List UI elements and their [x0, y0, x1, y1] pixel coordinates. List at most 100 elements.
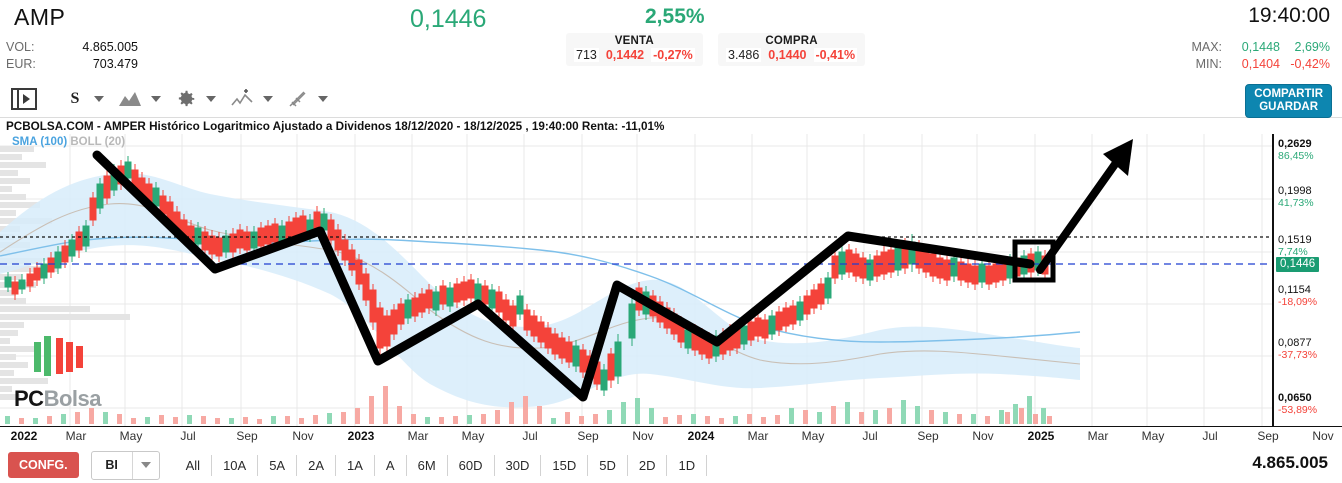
y-tick-4-price: 0,0877	[1278, 337, 1312, 349]
timeframe-list: All 10A 5A 2A 1A A 6M 60D 30D 15D 5D 2D 1D	[174, 454, 708, 476]
watermark-pc: PC	[14, 386, 44, 411]
chart-toolbar: S COMPARTIR GUARDAR	[0, 80, 1342, 118]
add-indicator-button[interactable]	[227, 86, 257, 112]
date-tick-16: Sep	[917, 429, 939, 443]
date-tick-13: Mar	[747, 429, 769, 443]
watermark-bolsa: Bolsa	[43, 386, 102, 411]
date-tick-4: Sep	[236, 429, 258, 443]
chart-svg	[0, 134, 1272, 426]
price-axis[interactable]: 0,2629 86,45% 0,1998 41,73% 0,1519 7,74%…	[1272, 134, 1342, 426]
date-tick-8: May	[461, 429, 485, 443]
date-tick-19: Mar	[1087, 429, 1109, 443]
settings-button[interactable]	[172, 86, 200, 112]
timeframe-1d[interactable]: 1D	[667, 454, 708, 476]
bottom-bar: CONFG. BI All 10A 5A 2A 1A A 6M 60D 30D 15D 5D 2D 1D…	[0, 447, 1342, 483]
timeframe-15d[interactable]: 15D	[541, 454, 589, 476]
date-tick-11: Nov	[632, 429, 654, 443]
volume-label: VOL:	[6, 39, 35, 54]
max-value: 0,1448	[1241, 39, 1280, 54]
date-tick-3: Jul	[180, 429, 196, 443]
timeframe-60d[interactable]: 60D	[448, 454, 495, 476]
timeframe-a[interactable]: A	[375, 454, 407, 476]
timeframe-all[interactable]: All	[174, 454, 213, 476]
date-tick-22: Sep	[1257, 429, 1279, 443]
share-save-button[interactable]: COMPARTIR GUARDAR	[1245, 84, 1332, 118]
y-tick-5-price: 0,0650	[1278, 392, 1312, 404]
add-indicator-chevron-down-icon[interactable]	[263, 95, 273, 102]
compra-box: COMPRA 3.486 0,1440 -0,41%	[718, 33, 866, 66]
venta-box: VENTA 713 0,1442 -0,27%	[566, 33, 703, 66]
ruler-pencil-icon	[289, 90, 306, 107]
chart-type-button[interactable]	[115, 86, 145, 112]
date-tick-12: 2024	[687, 429, 715, 443]
eur-value: 703.479	[92, 56, 138, 71]
chart-title: PCBOLSA.COM - AMPER Histórico Logaritmic…	[6, 120, 665, 133]
date-tick-9: Jul	[522, 429, 538, 443]
venta-size: 713	[574, 48, 599, 62]
min-value: 0,1404	[1241, 56, 1280, 71]
date-tick-7: Mar	[407, 429, 429, 443]
y-tick-1: 0,1998 41,73%	[1278, 185, 1314, 209]
timeframe-2d[interactable]: 2D	[628, 454, 668, 476]
y-tick-5-pct: -53,89%	[1278, 404, 1318, 416]
config-button[interactable]: CONFG.	[8, 452, 79, 478]
legend-boll: BOLL (20)	[70, 136, 126, 148]
min-row: MIN: 0,1404 -0,42%	[1180, 55, 1330, 72]
style-button[interactable]: S	[62, 86, 88, 112]
draw-tools-button[interactable]	[284, 86, 312, 112]
share-label: COMPARTIR	[1254, 88, 1323, 100]
date-axis[interactable]: 2022 Mar May Jul Sep Nov 2023 Mar May Jul Sep Nov 20…	[0, 426, 1342, 446]
y-tick-2-pct: 7,74%	[1278, 246, 1308, 258]
max-min-stats: MAX: 0,1448 2,69% MIN: 0,1404 -0,42%	[1180, 38, 1330, 72]
timeframe-1a[interactable]: 1A	[336, 454, 375, 476]
venta-percent: -0,27%	[651, 48, 695, 62]
draw-tools-chevron-down-icon[interactable]	[318, 95, 328, 102]
add-indicator-icon	[231, 88, 253, 106]
y-tick-2-price: 0,1519	[1278, 234, 1312, 246]
style-letter: S	[70, 89, 80, 107]
y-tick-2: 0,1519 7,74%	[1278, 234, 1312, 258]
date-tick-23: Nov	[1312, 429, 1334, 443]
date-tick-0: 2022	[10, 429, 38, 443]
panel-expand-button[interactable]	[8, 86, 40, 112]
header: AMP VOL: 4.865.005 EUR: 703.479 0,1446 2…	[0, 0, 1342, 78]
y-tick-3: 0,1154 -18,09%	[1278, 284, 1317, 308]
timeframe-30d[interactable]: 30D	[495, 454, 542, 476]
y-tick-0-price: 0,2629	[1278, 138, 1312, 150]
timeframe-5a[interactable]: 5A	[258, 454, 298, 476]
price-plot[interactable]: PCBolsa	[0, 134, 1272, 426]
venta-price: 0,1442	[605, 48, 645, 62]
percent-change: 2,55%	[645, 5, 705, 28]
zigzag-trendline	[92, 150, 1035, 402]
y-tick-4-pct: -37,73%	[1278, 349, 1318, 361]
timeframe-5d[interactable]: 5D	[588, 454, 628, 476]
date-tick-6: 2023	[347, 429, 375, 443]
date-tick-1: Mar	[65, 429, 87, 443]
bi-chevron-down-icon[interactable]	[131, 451, 159, 479]
bi-selector[interactable]: BI	[90, 450, 160, 480]
current-price-badge: 0,1446	[1276, 257, 1320, 272]
header-stats: VOL: 4.865.005 EUR: 703.479	[6, 38, 138, 72]
max-row: MAX: 0,1448 2,69%	[1180, 38, 1330, 55]
eur-row: EUR: 703.479	[6, 55, 138, 72]
timeframe-6m[interactable]: 6M	[407, 454, 448, 476]
volume-value: 4.865.005	[82, 39, 138, 54]
ticker-symbol: AMP	[14, 4, 66, 30]
y-tick-5: 0,0650 -53,89%	[1278, 392, 1317, 416]
indicator-legend: SMA (100) BOLL (20)	[12, 136, 125, 148]
area-chart-icon	[119, 92, 141, 106]
compra-title: COMPRA	[765, 35, 818, 47]
date-tick-15: Jul	[862, 429, 878, 443]
bottom-volume-value: 4.865.005	[1252, 453, 1328, 472]
style-chevron-down-icon[interactable]	[94, 95, 104, 102]
y-tick-1-pct: 41,73%	[1278, 197, 1314, 209]
timeframe-10a[interactable]: 10A	[212, 454, 259, 476]
chart-type-chevron-down-icon[interactable]	[151, 95, 161, 102]
save-label: GUARDAR	[1259, 101, 1318, 113]
y-tick-1-price: 0,1998	[1278, 185, 1312, 197]
volume-histogram	[5, 386, 1052, 424]
panel-expand-icon	[11, 87, 37, 110]
settings-chevron-down-icon[interactable]	[206, 95, 216, 102]
timeframe-2a[interactable]: 2A	[297, 454, 337, 476]
compra-size: 3.486	[726, 48, 762, 62]
